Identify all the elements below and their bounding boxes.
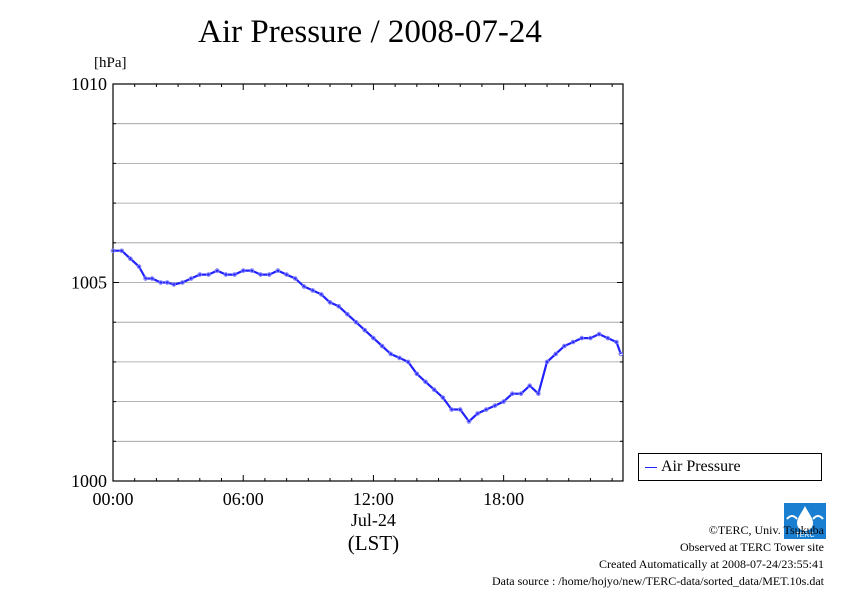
data-point <box>327 300 333 305</box>
data-point <box>440 395 446 400</box>
data-point <box>414 371 420 377</box>
data-point <box>449 407 454 412</box>
axis-ticks <box>112 83 623 482</box>
data-point <box>579 335 585 341</box>
data-point <box>562 343 567 349</box>
data-point <box>501 399 506 404</box>
footer-source: Data source : /home/hojyo/new/TERC-data/… <box>491 574 824 588</box>
data-point <box>119 248 124 254</box>
x-axis-date-label: Jul-24 <box>350 510 396 530</box>
data-point <box>197 272 203 277</box>
data-point <box>180 280 185 285</box>
data-point <box>466 419 472 424</box>
y-tick-label: 1000 <box>71 471 107 491</box>
data-point <box>605 335 611 341</box>
legend-box: Air Pressure <box>638 453 822 481</box>
grid-lines <box>113 123 623 442</box>
footer-observed: Observed at TERC Tower site <box>679 540 824 554</box>
data-point <box>405 359 411 365</box>
x-tick-label: 00:00 <box>92 489 133 509</box>
series-line <box>113 249 622 423</box>
data-point <box>371 335 376 341</box>
data-point <box>397 355 402 361</box>
data-point <box>319 292 324 297</box>
data-point <box>475 411 480 416</box>
data-series <box>110 248 624 424</box>
terc-logo-icon: TERC <box>784 503 826 539</box>
data-point <box>536 391 541 396</box>
logo-text: TERC <box>795 532 814 539</box>
data-point <box>223 272 229 277</box>
x-tick-label: 18:00 <box>483 489 524 509</box>
x-tick-label: 06:00 <box>223 489 264 509</box>
data-point <box>249 268 255 273</box>
legend-label: Air Pressure <box>661 458 741 475</box>
data-point <box>423 379 428 385</box>
y-tick-label: 1005 <box>71 273 107 293</box>
data-point <box>570 339 576 345</box>
data-point <box>614 339 619 345</box>
data-point <box>596 331 602 337</box>
data-point <box>588 335 593 341</box>
data-point <box>164 280 170 285</box>
legend-swatch <box>645 467 657 468</box>
data-point <box>214 268 220 273</box>
data-point <box>128 256 133 261</box>
data-point <box>188 276 194 281</box>
data-point <box>310 288 315 293</box>
data-point <box>336 304 342 309</box>
y-axis-unit: [hPa] <box>94 55 127 71</box>
data-point <box>345 311 350 317</box>
data-point <box>353 319 359 325</box>
data-point <box>258 272 263 277</box>
data-point <box>284 272 289 277</box>
data-point <box>266 272 272 277</box>
data-point <box>483 407 489 412</box>
data-point <box>143 276 148 281</box>
x-tick-label: 12:00 <box>353 489 394 509</box>
y-tick-label: 1010 <box>71 74 107 94</box>
data-point <box>518 391 524 396</box>
data-point <box>149 276 155 281</box>
data-point <box>457 407 463 412</box>
data-point <box>275 268 281 273</box>
axis-labels: 1000 1005 1010 00:00 06:00 12:00 18:00 <box>71 74 524 509</box>
data-point <box>510 391 515 396</box>
data-point <box>362 327 368 333</box>
data-point <box>492 403 498 408</box>
data-point <box>553 351 559 357</box>
data-point <box>544 359 550 365</box>
data-point <box>388 351 394 357</box>
data-point <box>232 272 237 277</box>
data-point <box>110 248 116 254</box>
data-point <box>527 383 532 389</box>
footer-created: Created Automatically at 2008-07-24/23:5… <box>599 557 824 571</box>
data-point <box>158 280 164 285</box>
data-point <box>379 343 385 349</box>
x-axis-lst-label: (LST) <box>347 531 400 555</box>
data-point <box>618 351 624 357</box>
data-point <box>292 276 298 281</box>
data-point <box>136 264 142 269</box>
data-point <box>240 268 246 273</box>
footer-copyright: ©TERC, Univ. Tsukuba <box>708 523 824 537</box>
chart-title: Air Pressure / 2008-07-24 <box>198 14 542 50</box>
data-point <box>431 387 437 392</box>
data-point <box>301 284 307 289</box>
data-point <box>171 282 177 287</box>
data-point <box>206 272 211 277</box>
